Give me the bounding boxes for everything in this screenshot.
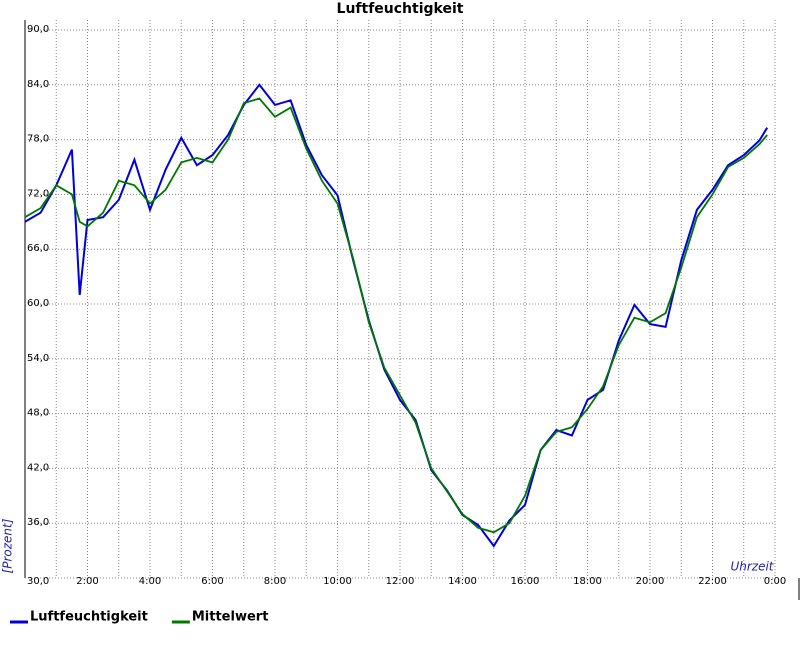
x-tick-label: 18:00: [573, 576, 602, 587]
x-tick-label: 4:00: [139, 576, 161, 587]
x-tick-label: 22:00: [698, 576, 727, 587]
data-line: [24, 97, 768, 534]
chart-title: Luftfeuchtigkeit: [337, 1, 464, 17]
legend-label: Mittelwert: [192, 610, 269, 625]
y-tick-label: 72,0: [27, 188, 49, 199]
y-tick-label: 54,0: [27, 353, 49, 364]
y-tick-label: 42,0: [27, 462, 49, 473]
y-tick-label: 30,0: [27, 576, 49, 587]
x-axis-label: Uhrzeit: [730, 560, 774, 574]
y-tick-label: 36,0: [27, 517, 49, 528]
x-tick-label: 6:00: [201, 576, 223, 587]
x-tick-label: 20:00: [636, 576, 665, 587]
y-tick-label: 66,0: [27, 243, 49, 254]
y-tick-label: 60,0: [27, 298, 49, 309]
data-line: [24, 83, 769, 548]
y-tick-label: 78,0: [27, 134, 49, 145]
y-tick-label: 90,0: [27, 24, 49, 35]
y-tick-label: 84,0: [27, 79, 49, 90]
x-tick-label: 12:00: [386, 576, 415, 587]
y-axis-label: [Prozent]: [1, 518, 15, 573]
x-tick-label: 0:00: [764, 576, 786, 587]
y-tick-label: 48,0: [27, 408, 49, 419]
x-tick-label: 16:00: [511, 576, 540, 587]
legend-label: Luftfeuchtigkeit: [30, 610, 148, 625]
x-tick-label: 2:00: [76, 576, 98, 587]
x-tick-label: 8:00: [264, 576, 286, 587]
x-tick-label: 10:00: [323, 576, 352, 587]
x-tick-label: 14:00: [448, 576, 477, 587]
